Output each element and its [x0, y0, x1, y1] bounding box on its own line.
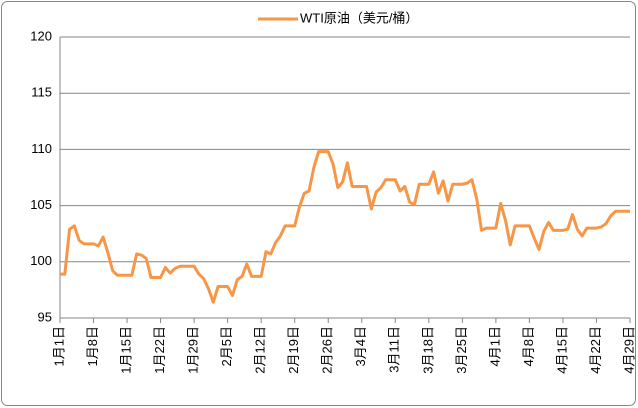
x-tick-label: 3月11日	[387, 326, 402, 373]
x-tick-label: 4月15日	[554, 326, 569, 374]
x-tick-label: 2月12日	[253, 326, 268, 374]
y-tick-label: 110	[31, 141, 52, 156]
data-line	[60, 150, 630, 304]
x-tick-label: 1月8日	[85, 326, 100, 366]
x-tick-label: 4月29日	[621, 326, 636, 374]
y-tick-label: 115	[31, 85, 52, 100]
x-tick-label: 4月1日	[487, 326, 502, 366]
y-tick-label: 100	[30, 253, 52, 268]
x-tick-label: 2月26日	[320, 326, 335, 374]
x-tick-label: 2月19日	[286, 326, 301, 374]
x-tick-label: 4月8日	[521, 326, 536, 366]
x-tick-label: 1月22日	[152, 326, 167, 374]
x-tick-label: 4月22日	[588, 326, 603, 374]
legend-label: WTI原油（美元/桶）	[300, 10, 418, 25]
x-tick-label: 3月18日	[420, 326, 435, 374]
y-tick-label: 120	[30, 28, 52, 43]
x-tick-label: 1月15日	[118, 326, 133, 374]
x-tick-label: 3月4日	[353, 326, 368, 366]
x-tick-label: 1月29日	[186, 326, 201, 374]
x-tick-label: 1月1日	[51, 326, 66, 366]
y-tick-label: 105	[30, 197, 52, 212]
x-tick-label: 2月5日	[219, 326, 234, 366]
x-tick-label: 3月25日	[454, 326, 469, 374]
y-tick-label: 95	[38, 309, 52, 324]
